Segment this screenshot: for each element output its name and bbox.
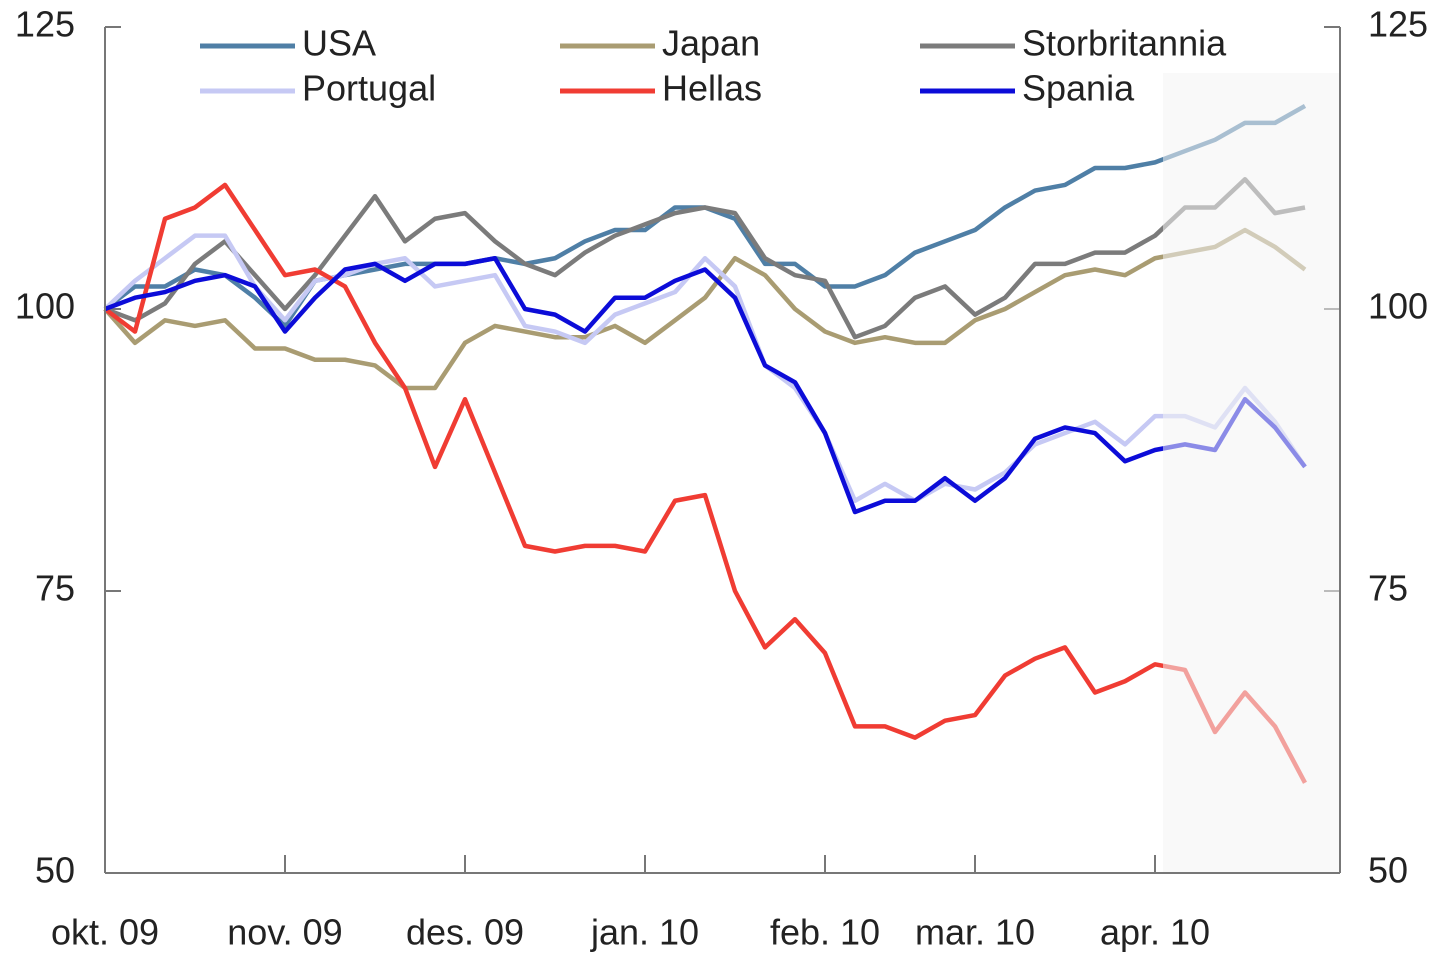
x-tick-label: apr. 10	[1100, 912, 1210, 953]
series-line	[104, 177, 1306, 340]
x-tick-label: mar. 10	[915, 912, 1035, 953]
y-tick-label: 125	[15, 4, 75, 45]
y2-tick-label: 50	[1368, 850, 1408, 891]
x-tick-label: nov. 09	[227, 912, 342, 953]
y-tick-label: 100	[15, 286, 75, 327]
forecast-shade	[1163, 73, 1340, 873]
x-tick-label: jan. 10	[590, 912, 699, 953]
legend-label: Spania	[1022, 68, 1135, 109]
y-tick-label: 75	[35, 568, 75, 609]
legend-label: Hellas	[662, 68, 762, 109]
y2-tick-label: 75	[1368, 568, 1408, 609]
y-tick-label: 50	[35, 850, 75, 891]
series-line	[103, 182, 1307, 784]
y2-tick-label: 100	[1368, 286, 1428, 327]
series-line	[103, 104, 1307, 329]
x-tick-label: feb. 10	[770, 912, 880, 953]
x-tick-label: okt. 09	[51, 912, 159, 953]
y2-tick-label: 125	[1368, 4, 1428, 45]
legend-label: Portugal	[302, 68, 436, 109]
legend-label: USA	[302, 23, 376, 64]
series-line	[104, 255, 1307, 515]
legend-label: Storbritannia	[1022, 23, 1227, 64]
x-tick-label: des. 09	[406, 912, 524, 953]
series-line	[103, 233, 1307, 504]
legend-label: Japan	[662, 23, 760, 64]
series-line	[103, 227, 1307, 391]
